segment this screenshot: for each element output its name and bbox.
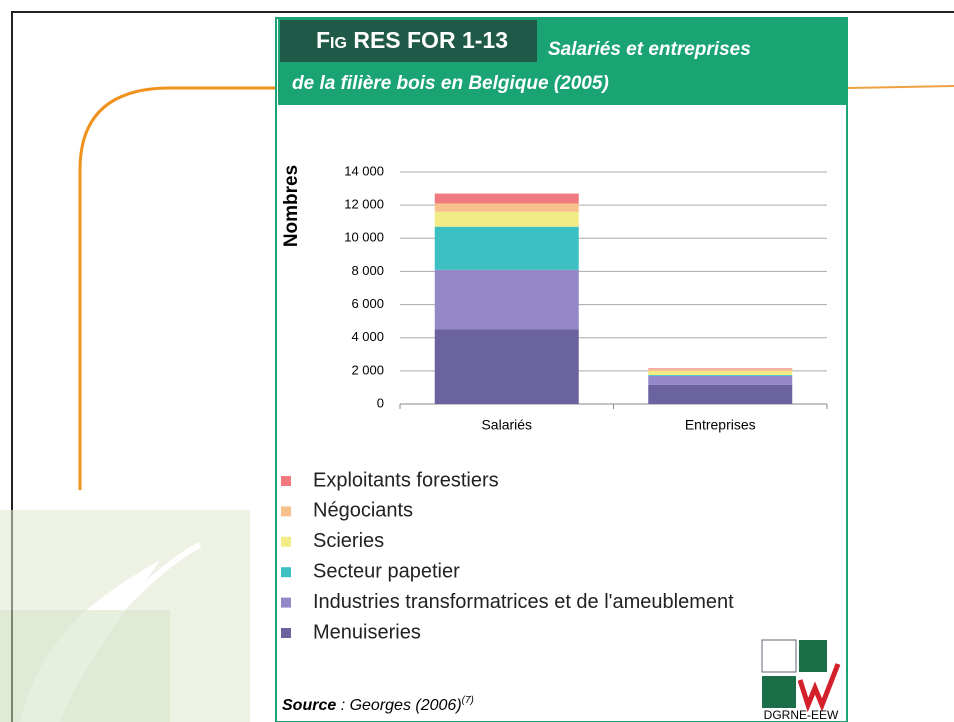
- y-tick-label: 4 000: [351, 329, 384, 344]
- legend-label: Négociants: [313, 500, 413, 522]
- orange-line: [847, 85, 954, 89]
- legend-label: Exploitants forestiers: [313, 469, 499, 491]
- y-tick-label: 14 000: [344, 163, 384, 178]
- figure-label-box: [280, 20, 537, 62]
- bar-segment: [434, 226, 579, 270]
- legend-label: Secteur papetier: [313, 560, 460, 582]
- legend-swatch: [281, 506, 291, 517]
- chart-title: Salariés et entreprises: [548, 39, 751, 60]
- y-tick-label: 10 000: [344, 230, 384, 245]
- legend-swatch: [281, 536, 291, 547]
- logo-box: [762, 676, 796, 708]
- bar-segment: [434, 329, 579, 404]
- legend-swatch: [281, 628, 291, 638]
- leaf-decoration: [0, 510, 250, 722]
- bar-segment: [434, 193, 579, 204]
- bar-segment: [434, 211, 579, 227]
- legend-swatch: [281, 597, 291, 608]
- plot: 0 2 000 4 000 6 000 8 000 10 000 12 000 14 000 S…: [281, 163, 828, 643]
- legend-swatch: [281, 476, 291, 486]
- x-tick-label: Salariés: [481, 417, 532, 433]
- legend-label: Menuiseries: [313, 621, 421, 643]
- logo-text: DGRNE-EEW: [764, 708, 839, 722]
- logo-w: [797, 663, 841, 713]
- y-tick-label: 12 000: [344, 197, 384, 212]
- logo: DGRNE-EEW: [761, 639, 841, 722]
- source-ref: (7): [462, 695, 474, 706]
- frame: [11, 11, 954, 722]
- bar-segment: [648, 375, 793, 376]
- legend-swatch: [281, 567, 291, 578]
- y-axis-label: Nombres: [281, 165, 302, 247]
- bar-segment: [434, 203, 579, 212]
- source-label: Source: [282, 697, 336, 714]
- source: Source : Georges (2006)(7): [282, 695, 474, 715]
- bar-segment: [434, 269, 579, 330]
- legend-label: Scieries: [313, 530, 384, 552]
- logo-box: [799, 640, 827, 672]
- bar-segment: [648, 369, 793, 371]
- bar-segment: [648, 368, 793, 370]
- y-tick-label: 8 000: [351, 263, 384, 278]
- bar-segment: [648, 384, 793, 404]
- chart-title: de la filière bois en Belgique (2005): [292, 73, 609, 94]
- orange-curve: [78, 86, 278, 490]
- bar-segment: [648, 370, 793, 375]
- legend-label: Industries transformatrices et de l'ameu…: [313, 591, 734, 613]
- y-tick-label: 0: [377, 395, 384, 410]
- y-tick-label: 6 000: [351, 296, 384, 311]
- source-text: : Georges (2006): [336, 697, 461, 714]
- figure-label: Fig RES FOR 1-13: [316, 27, 508, 53]
- x-tick-label: Entreprises: [685, 417, 756, 433]
- bar-segment: [648, 375, 793, 385]
- logo-icon: [761, 639, 797, 673]
- y-tick-label: 2 000: [351, 362, 384, 377]
